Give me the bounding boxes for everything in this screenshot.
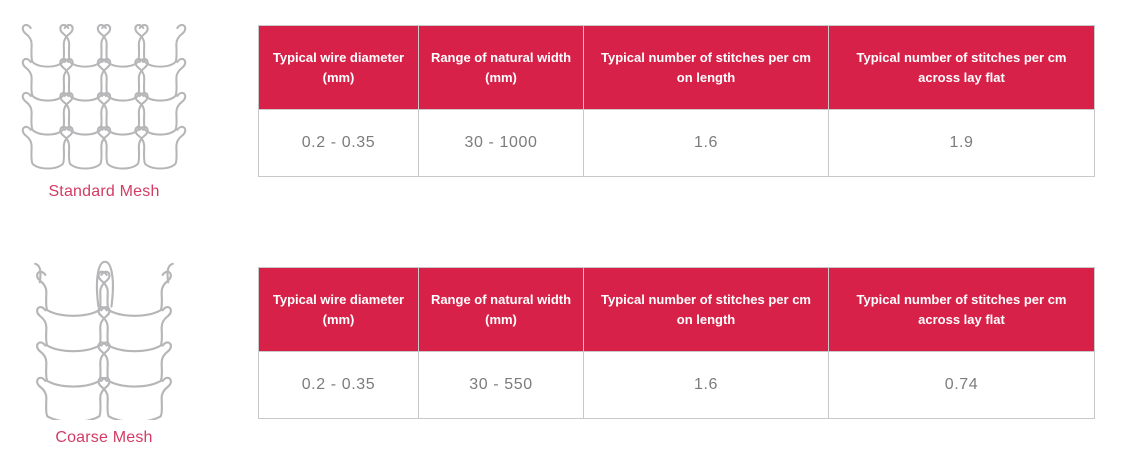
standard-mesh-table: Typical wire diameter (mm) Range of natu…	[258, 25, 1095, 177]
standard-mesh-figure: Standard Mesh	[18, 16, 190, 201]
coarse-mesh-figure: Coarse Mesh	[18, 260, 190, 447]
standard-table-header-row: Typical wire diameter (mm) Range of natu…	[258, 25, 1095, 110]
value-stitches-across: 0.74	[828, 351, 1095, 419]
column-header-natural-width: Range of natural width (mm)	[418, 267, 584, 352]
column-header-stitches-across: Typical number of stitches per cm across…	[828, 267, 1095, 352]
coarse-mesh-label: Coarse Mesh	[55, 429, 153, 446]
top-loop	[95, 260, 114, 308]
standard-mesh-illustration	[21, 23, 187, 170]
value-wire-diameter: 0.2 - 0.35	[258, 351, 419, 419]
value-natural-width: 30 - 550	[418, 351, 584, 419]
coarse-mesh-illustration	[34, 260, 174, 420]
column-header-wire-diameter: Typical wire diameter (mm)	[258, 267, 419, 352]
coarse-mesh-table: Typical wire diameter (mm) Range of natu…	[258, 267, 1095, 419]
column-header-stitches-length: Typical number of stitches per cm on len…	[583, 267, 829, 352]
standard-table-value-row: 0.2 - 0.35 30 - 1000 1.6 1.9	[258, 109, 1095, 177]
column-header-stitches-across: Typical number of stitches per cm across…	[828, 25, 1095, 110]
column-header-wire-diameter: Typical wire diameter (mm)	[258, 25, 419, 110]
column-header-natural-width: Range of natural width (mm)	[418, 25, 584, 110]
coarse-mesh-stitches	[34, 260, 174, 420]
value-stitches-length: 1.6	[583, 351, 829, 419]
value-stitches-across: 1.9	[828, 109, 1095, 177]
column-header-stitches-length: Typical number of stitches per cm on len…	[583, 25, 829, 110]
value-natural-width: 30 - 1000	[418, 109, 584, 177]
standard-mesh-stitches	[21, 23, 187, 170]
coarse-table-value-row: 0.2 - 0.35 30 - 550 1.6 0.74	[258, 351, 1095, 419]
standard-mesh-label: Standard Mesh	[48, 183, 160, 200]
value-wire-diameter: 0.2 - 0.35	[258, 109, 419, 177]
value-stitches-length: 1.6	[583, 109, 829, 177]
coarse-table-header-row: Typical wire diameter (mm) Range of natu…	[258, 267, 1095, 352]
